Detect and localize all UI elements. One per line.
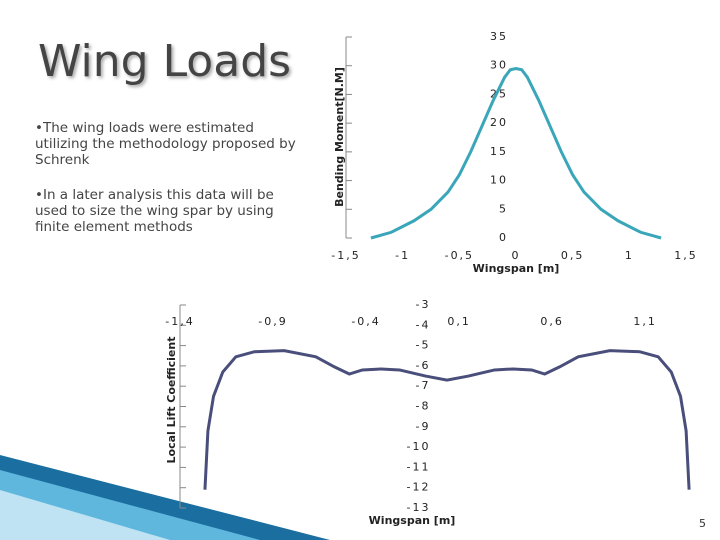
y-tick-label: -13 <box>407 501 431 514</box>
y-tick-label: 10 <box>490 174 508 187</box>
data-line <box>203 349 691 490</box>
y-tick-label: -6 <box>416 359 431 372</box>
y-tick-label: -4 <box>416 318 431 331</box>
y-tick-label: 30 <box>490 59 508 72</box>
y-axis-title: Bending Moment[N.M] <box>333 67 346 207</box>
bullet: •The wing loads were estimated utilizing… <box>35 120 296 168</box>
y-tick-label: -5 <box>416 339 431 352</box>
x-tick-label: 0 <box>512 249 521 262</box>
page-number: 5 <box>699 517 706 530</box>
y-tick-label: -11 <box>407 460 431 473</box>
x-tick-label: -0,9 <box>258 315 287 328</box>
y-tick-label: 35 <box>490 30 508 43</box>
y-tick-label: 20 <box>490 116 508 129</box>
y-tick-label: 0 <box>499 231 508 244</box>
x-axis-title: Wingspan [m] <box>369 514 456 527</box>
y-tick-label: -12 <box>407 481 431 494</box>
x-tick-label: -0,4 <box>351 315 380 328</box>
x-tick-label: 0,1 <box>447 315 471 328</box>
y-tick-label: 5 <box>499 202 508 215</box>
decoration <box>0 490 170 540</box>
y-axis-title: Local Lift Coefficient <box>165 337 178 464</box>
x-tick-label: 0,5 <box>561 249 585 262</box>
y-tick-label: -3 <box>416 298 431 311</box>
y-tick-label: -7 <box>416 379 431 392</box>
x-tick-label: 1,1 <box>633 315 657 328</box>
x-tick-label: 0,6 <box>540 315 564 328</box>
y-tick-label: -8 <box>416 400 431 413</box>
x-tick-label: 1,5 <box>674 249 698 262</box>
x-tick-label: -1,4 <box>165 315 194 328</box>
x-axis-title: Wingspan [m] <box>473 262 560 275</box>
bullet: •In a later analysis this data will be u… <box>35 187 274 235</box>
x-tick-label: -1 <box>395 249 410 262</box>
x-tick-label: -1,5 <box>331 249 360 262</box>
x-tick-label: -0,5 <box>445 249 474 262</box>
y-tick-label: 15 <box>490 145 508 158</box>
y-tick-label: -10 <box>407 440 431 453</box>
slide-title: Wing Loads <box>38 36 292 87</box>
data-line <box>370 67 662 240</box>
x-tick-label: 1 <box>625 249 634 262</box>
y-tick-label: -9 <box>416 420 431 433</box>
